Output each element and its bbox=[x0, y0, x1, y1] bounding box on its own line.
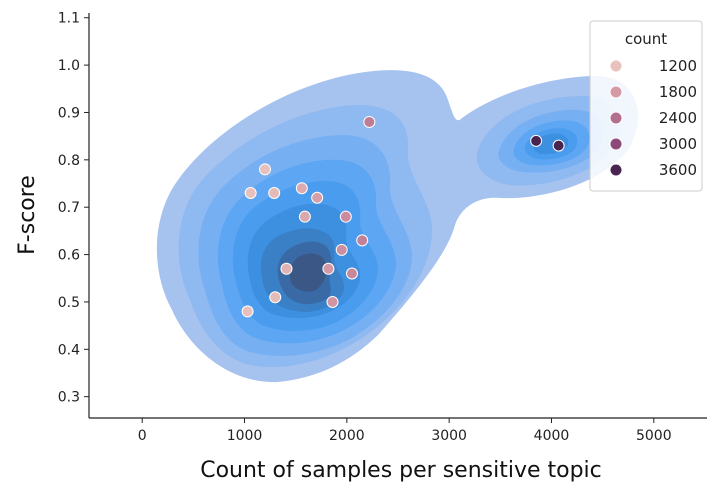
legend-label: 1200 bbox=[659, 57, 697, 75]
scatter-point bbox=[363, 115, 376, 128]
x-ticks: 0 1000 2000 3000 4000 5000 bbox=[138, 418, 672, 444]
kde-level-9 bbox=[290, 253, 327, 292]
x-tick-label: 0 bbox=[138, 428, 147, 444]
legend-entries: 1200 1800 2400 3000 3600 bbox=[609, 57, 697, 179]
y-tick-label: 0.4 bbox=[58, 342, 80, 358]
scatter-point bbox=[322, 262, 335, 275]
y-tick-label: 0.9 bbox=[58, 105, 80, 121]
legend-label: 2400 bbox=[659, 109, 697, 127]
x-tick-label: 5000 bbox=[636, 428, 672, 444]
x-axis-label: Count of samples per sensitive topic bbox=[200, 458, 602, 483]
scatter-point bbox=[326, 295, 339, 308]
legend-marker bbox=[609, 111, 623, 125]
scatter-point bbox=[241, 305, 254, 318]
x-tick-label: 1000 bbox=[227, 428, 263, 444]
legend: count 1200 1800 2400 3000 3600 bbox=[589, 20, 703, 192]
legend-marker bbox=[609, 59, 623, 73]
scatter-point bbox=[345, 267, 358, 280]
legend-label: 3600 bbox=[659, 161, 697, 179]
scatter-point bbox=[339, 210, 352, 223]
kde-contours bbox=[156, 70, 639, 383]
y-tick-label: 0.5 bbox=[58, 295, 80, 311]
y-tick-label: 0.8 bbox=[58, 153, 80, 169]
legend-label: 1800 bbox=[659, 83, 697, 101]
x-tick-label: 4000 bbox=[534, 428, 570, 444]
scatter-point bbox=[295, 182, 308, 195]
y-tick-label: 0.6 bbox=[58, 248, 80, 264]
scatter-point bbox=[268, 187, 281, 199]
legend-marker bbox=[609, 137, 623, 151]
y-tick-label: 1.1 bbox=[58, 11, 80, 27]
scatter-point bbox=[335, 243, 348, 256]
scatter-points bbox=[241, 115, 565, 318]
y-ticks: 0.3 0.4 0.5 0.6 0.7 0.8 0.9 1.0 1.1 bbox=[58, 11, 89, 406]
scatter-point bbox=[356, 234, 369, 247]
x-tick-label: 3000 bbox=[431, 428, 467, 444]
legend-marker bbox=[609, 85, 623, 99]
y-axis-label: F-score bbox=[15, 175, 40, 255]
y-tick-label: 0.7 bbox=[58, 200, 80, 216]
x-tick-label: 2000 bbox=[329, 428, 365, 444]
scatter-point bbox=[298, 210, 311, 223]
scatter-point bbox=[530, 134, 543, 147]
scatter-point bbox=[311, 191, 324, 204]
legend-label: 3000 bbox=[659, 135, 697, 153]
y-tick-label: 0.3 bbox=[58, 390, 80, 406]
legend-title: count bbox=[625, 30, 667, 48]
legend-marker bbox=[609, 163, 623, 177]
scatter-point bbox=[552, 139, 565, 152]
y-tick-label: 1.0 bbox=[58, 58, 80, 74]
scatter-point bbox=[244, 187, 257, 199]
scatter-point bbox=[258, 163, 271, 176]
scatter-point bbox=[280, 262, 293, 275]
scatter-point bbox=[269, 291, 282, 304]
